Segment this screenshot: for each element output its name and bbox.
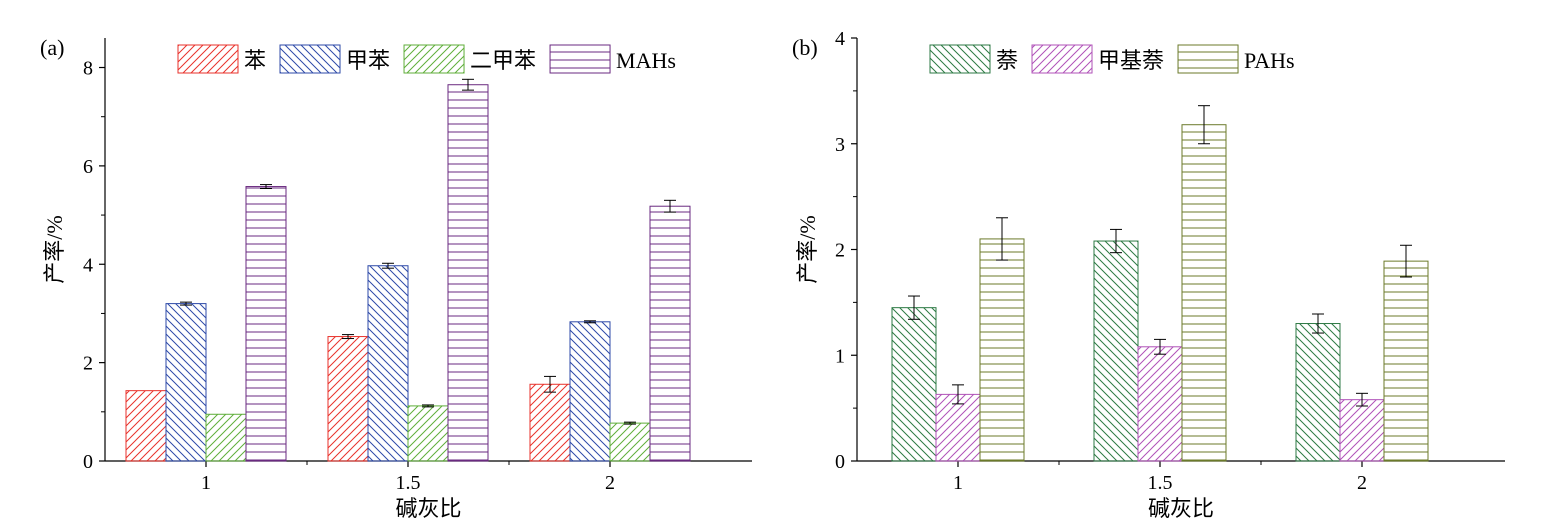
bar: [649, 205, 691, 462]
legend-swatch: [279, 44, 341, 74]
legend-swatch: [177, 44, 239, 74]
x-tick-label: 2: [605, 472, 615, 494]
y-tick-label: 6: [83, 156, 93, 178]
bar: [367, 265, 409, 462]
bar: [1093, 240, 1139, 462]
x-tick-label: 1: [201, 472, 211, 494]
bar: [891, 307, 937, 462]
y-tick-label: 2: [83, 353, 93, 375]
bar: [1295, 323, 1341, 462]
y-axis-label: 产率/%: [42, 215, 67, 283]
bar: [979, 238, 1025, 462]
x-tick-label: 1.5: [1148, 472, 1173, 494]
legend-label: 苯: [244, 48, 266, 73]
bar: [1137, 346, 1183, 462]
y-tick-label: 2: [835, 240, 845, 262]
y-tick-label: 0: [83, 451, 93, 473]
legend-swatch: [929, 44, 991, 74]
legend-swatch: [1177, 44, 1239, 74]
y-tick-label: 3: [835, 134, 845, 156]
legend-label: 甲苯: [346, 48, 390, 73]
legend-swatch: [549, 44, 611, 74]
bar: [935, 393, 981, 462]
bar: [529, 383, 571, 462]
y-tick-label: 0: [835, 451, 845, 473]
chart-panel-a: 0 2 4 6 8 1 1.5 2 (a) 碱灰比 产率/% 苯 甲苯 二甲苯 MAHs: [40, 35, 752, 521]
x-tick-label: 2: [1357, 472, 1367, 494]
legend-label: PAHs: [1244, 48, 1295, 73]
y-tick-label: 4: [835, 28, 845, 50]
legend-swatch: [1031, 44, 1093, 74]
bar: [205, 413, 247, 462]
panel-label: (a): [40, 35, 64, 60]
bar: [245, 186, 287, 462]
x-axis-label: 碱灰比: [1148, 496, 1214, 521]
legend-label: MAHs: [616, 48, 676, 73]
y-axis-label: 产率/%: [795, 215, 820, 283]
bar: [447, 84, 489, 462]
bar: [1181, 124, 1227, 462]
bar: [125, 390, 167, 462]
bar: [609, 422, 651, 462]
bar: [327, 336, 369, 462]
y-tick-label: 8: [83, 58, 93, 80]
bar: [569, 321, 611, 462]
bar: [407, 405, 449, 462]
y-tick-label: 4: [83, 254, 93, 276]
bar: [165, 303, 207, 462]
x-tick-label: 1.5: [396, 472, 421, 494]
legend-label: 甲基萘: [1098, 48, 1164, 73]
x-tick-label: 1: [953, 472, 963, 494]
legend-label: 萘: [996, 48, 1018, 73]
panel-label: (b): [792, 35, 818, 60]
legend-swatch: [403, 44, 465, 74]
legend-label: 二甲苯: [470, 48, 536, 73]
chart-panel-b: 0 1 2 3 4 1 1.5 2 (b) 碱灰比 产率/% 萘 甲基萘 PAHs: [792, 28, 1505, 521]
bar: [1339, 399, 1385, 462]
bar: [1383, 260, 1429, 462]
y-tick-label: 1: [835, 345, 845, 367]
x-axis-label: 碱灰比: [395, 496, 461, 521]
